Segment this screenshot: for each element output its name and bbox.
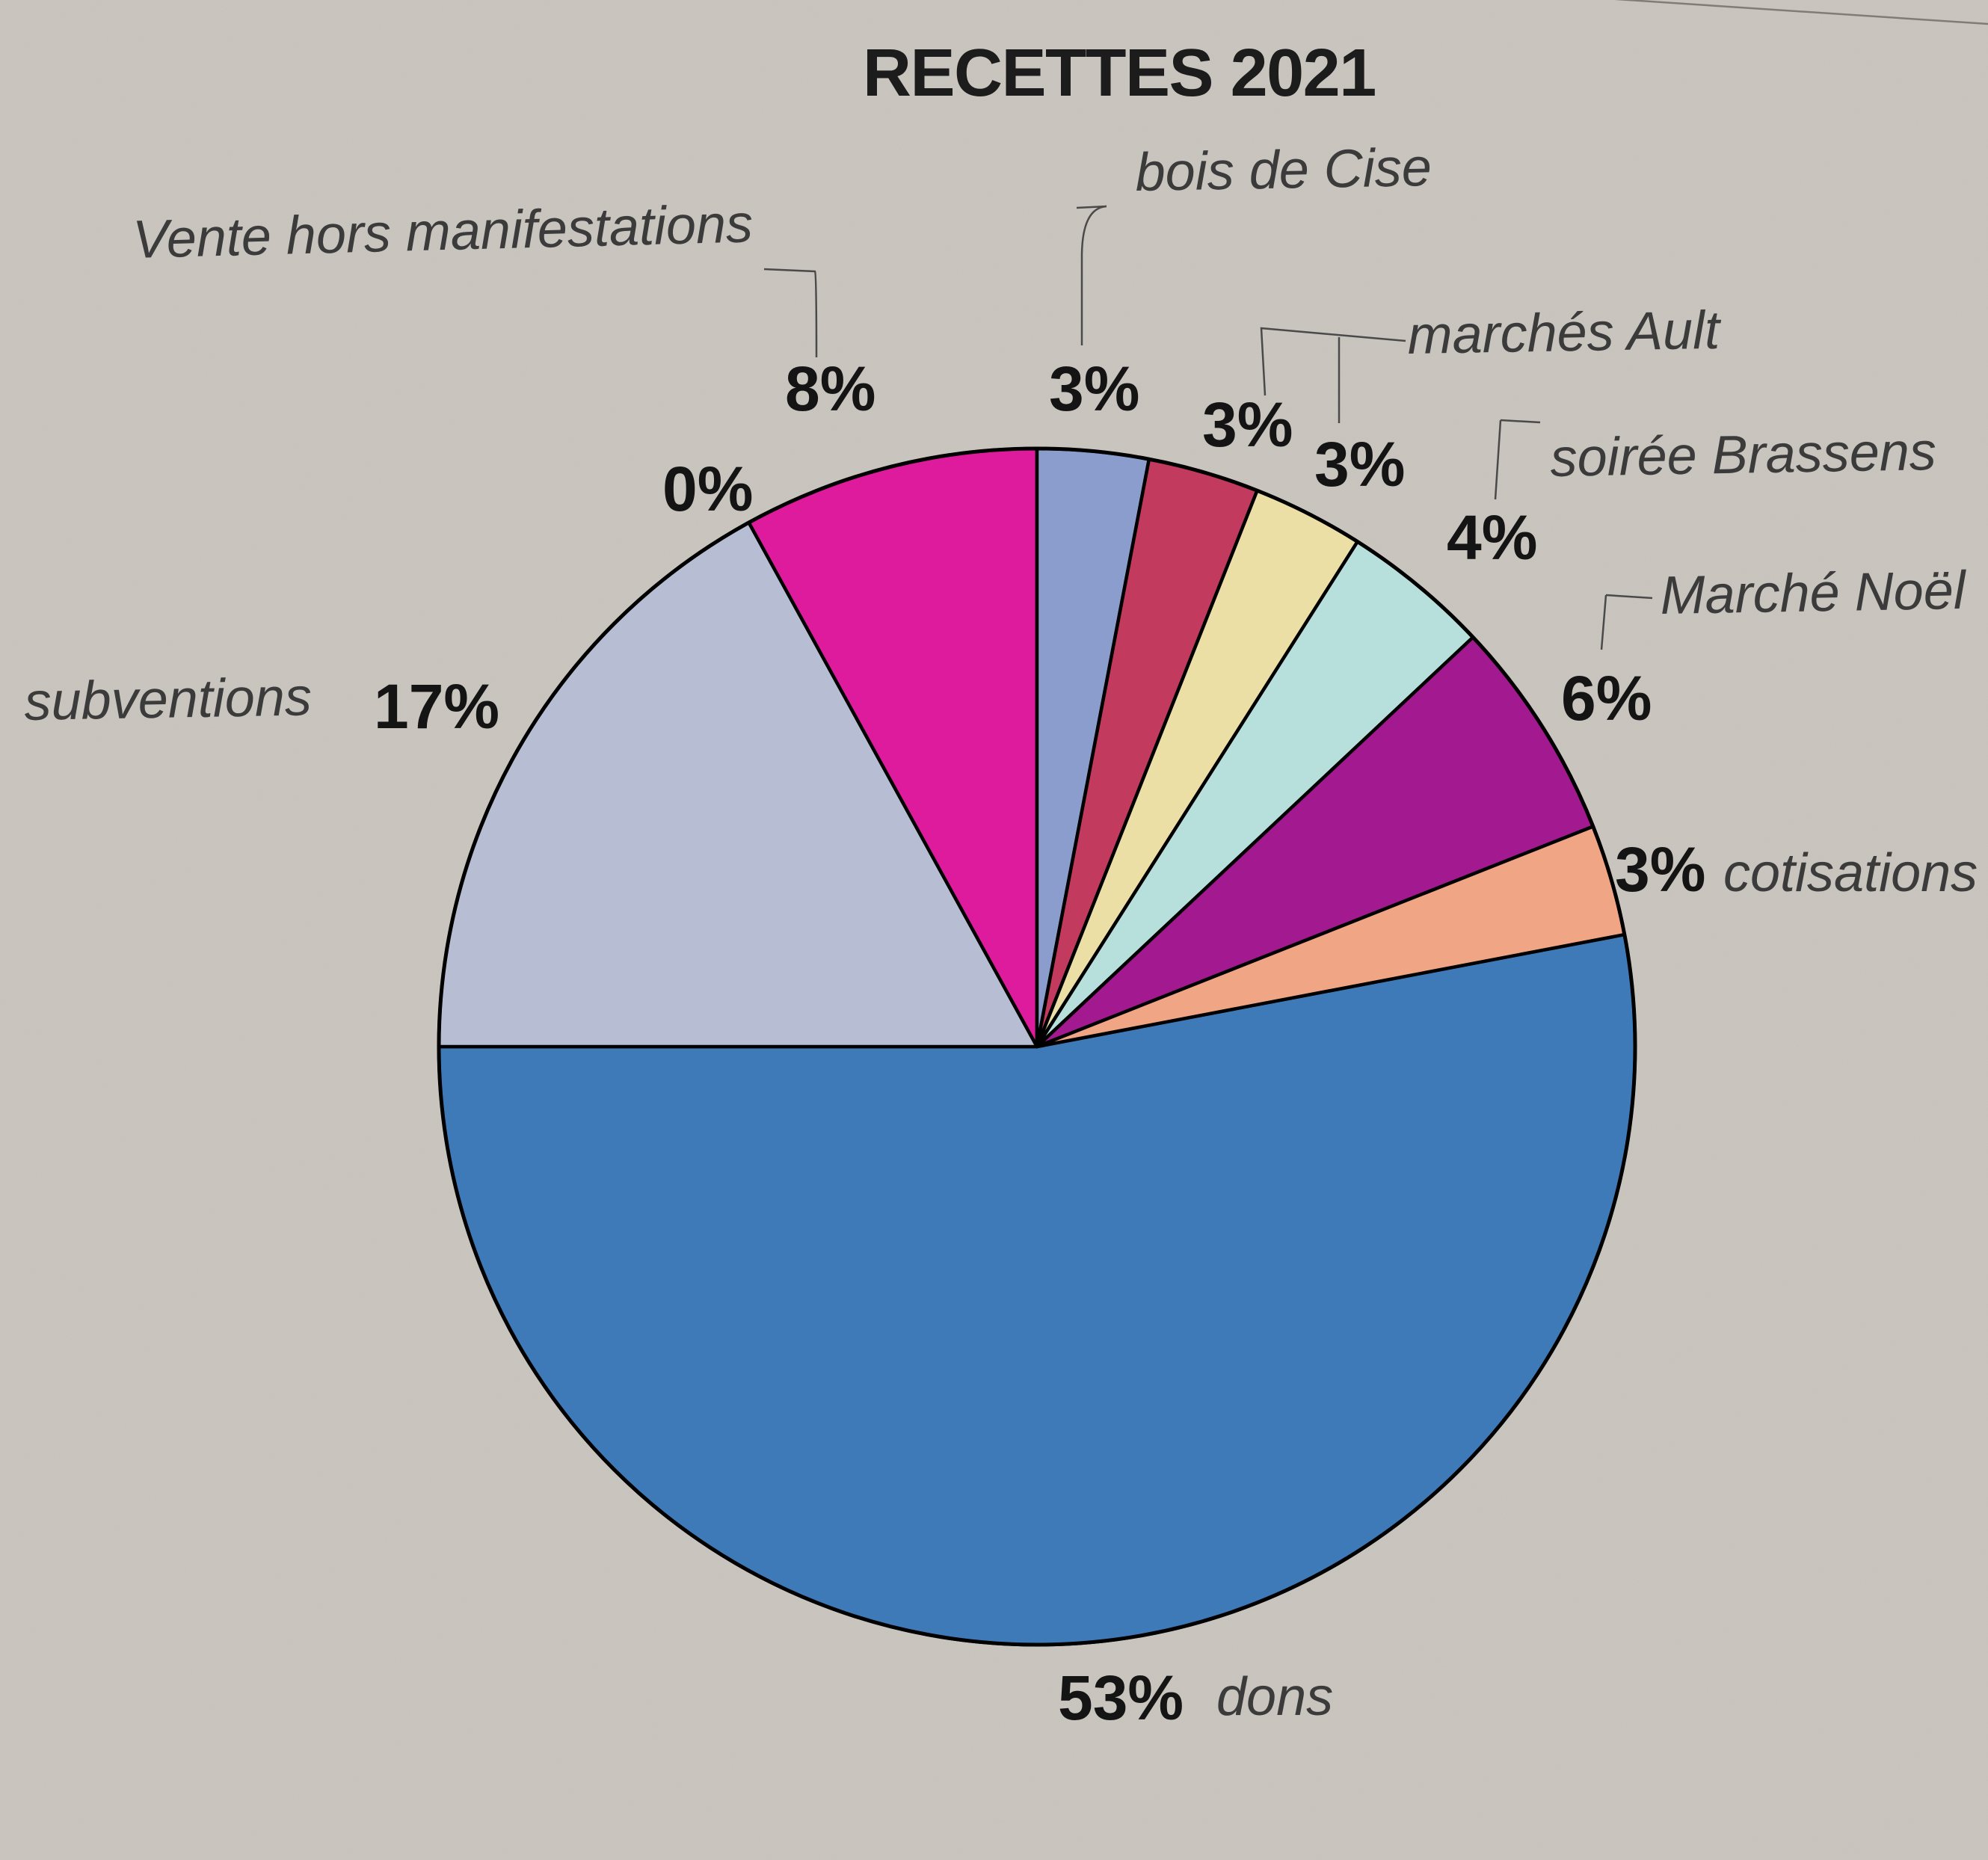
svg-text:3%: 3% [1049, 354, 1139, 424]
svg-text:4%: 4% [1447, 502, 1537, 573]
svg-text:subventions: subventions [24, 667, 313, 732]
svg-text:dons: dons [1216, 1667, 1333, 1727]
svg-text:marchés Ault: marchés Ault [1407, 301, 1723, 366]
svg-text:soirée Brassens: soirée Brassens [1550, 422, 1937, 488]
svg-text:8%: 8% [785, 354, 875, 424]
svg-text:cotisations: cotisations [1723, 843, 1978, 903]
svg-text:0%: 0% [662, 454, 753, 524]
svg-text:17%: 17% [374, 671, 499, 742]
svg-text:Marché Noël: Marché Noël [1660, 561, 1968, 626]
svg-text:3%: 3% [1314, 429, 1405, 499]
svg-text:6%: 6% [1561, 663, 1652, 733]
svg-text:3%: 3% [1202, 389, 1293, 460]
svg-text:3%: 3% [1615, 834, 1705, 905]
svg-text:bois de Cise: bois de Cise [1135, 138, 1432, 203]
svg-text:53%: 53% [1058, 1663, 1184, 1733]
